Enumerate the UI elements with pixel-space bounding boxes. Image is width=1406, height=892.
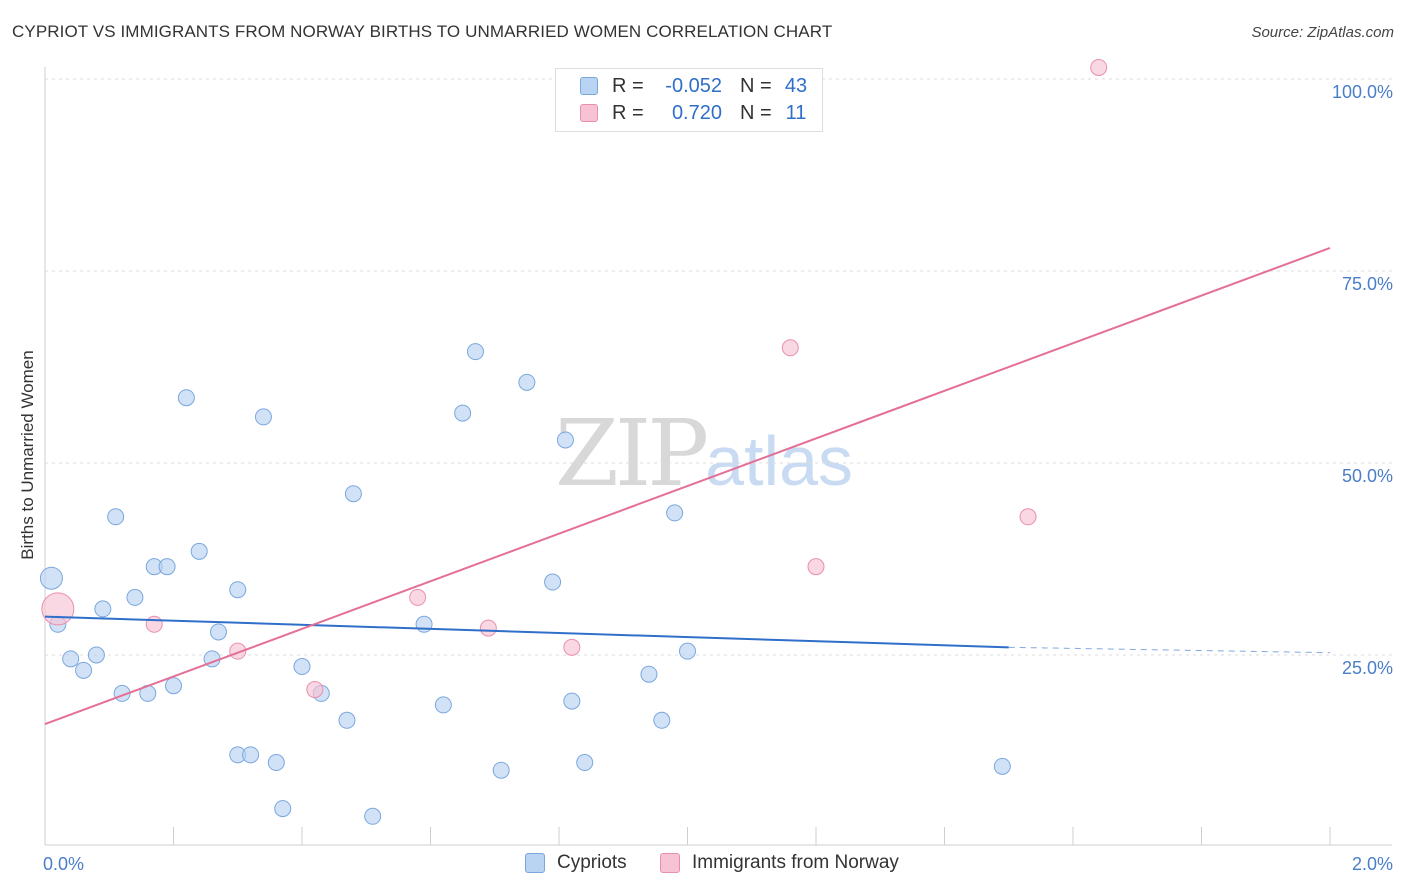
bottom-legend-cypriots: Cypriots [525, 852, 627, 874]
cypriot-point [679, 642, 696, 660]
cypriot-trend-line [44, 615, 1009, 649]
cypriot-point [190, 542, 208, 560]
cypriot-point [229, 581, 247, 599]
norway-point [807, 558, 825, 576]
cypriot-point [466, 343, 484, 361]
legend-r-value: 0.720 [671, 101, 722, 124]
norway-point [563, 638, 581, 656]
norway-point [1019, 508, 1037, 526]
legend-swatch-pink [580, 104, 598, 122]
norway-point [781, 339, 799, 357]
legend-r-label: R = [612, 101, 644, 124]
legend-swatch-blue [580, 77, 598, 95]
watermark-atlas: atlas [705, 422, 854, 500]
norway-point [1090, 58, 1108, 76]
cypriot-point [126, 588, 144, 606]
chart-title: CYPRIOT VS IMMIGRANTS FROM NORWAY BIRTHS… [12, 22, 833, 41]
bottom-legend-swatch-blue [525, 853, 545, 873]
watermark-zip: ZIP [555, 400, 709, 507]
legend-r-label: R = [612, 74, 644, 97]
cypriot-point [640, 665, 658, 683]
cypriot-point [666, 504, 684, 522]
cypriot-point [62, 650, 80, 668]
bottom-legend-swatch-pink [660, 853, 680, 873]
cypriot-point [993, 757, 1011, 775]
source-label: Source: ZipAtlas.com [1251, 24, 1394, 41]
cypriot-point [254, 408, 272, 426]
y-tick-label: 25.0% [1342, 658, 1393, 678]
bottom-legend-label-norway: Immigrants from Norway [692, 852, 899, 873]
cypriot-point [434, 696, 452, 714]
cypriot-point [158, 558, 176, 576]
legend-n-value: 43 [784, 74, 808, 97]
cypriot-point [293, 658, 311, 676]
cypriot-point [107, 508, 125, 526]
cypriot-point [653, 711, 671, 729]
cypriot-point [338, 711, 356, 729]
bottom-legend-label-cypriots: Cypriots [557, 852, 627, 873]
legend-row-cypriots: R = -0.052 N = 43 [580, 74, 816, 98]
cypriot-point [518, 373, 536, 391]
x-tick-label: 2.0% [1352, 854, 1393, 874]
legend-n-value: 11 [785, 101, 807, 124]
cypriot-point [267, 754, 285, 772]
legend-row-norway: R = 0.720 N = 11 [580, 101, 816, 125]
cypriot-point [454, 404, 472, 422]
norway-point [409, 588, 427, 606]
norway-point [306, 681, 324, 699]
cypriot-point [563, 692, 581, 710]
correlation-legend: R = -0.052 N = 43 R = 0.720 N = 11 [555, 68, 823, 132]
cypriot-point [364, 807, 382, 825]
cypriot-point [274, 800, 292, 818]
bottom-legend-norway: Immigrants from Norway [660, 852, 899, 874]
cypriot-point [344, 485, 362, 503]
legend-n-label: N = [740, 101, 772, 124]
cypriot-point [242, 746, 260, 764]
y-tick-label: 100.0% [1332, 82, 1393, 102]
norway-point [479, 619, 497, 637]
watermark: ZIPatlas [555, 400, 853, 507]
norway-point [41, 592, 75, 626]
y-tick-label: 50.0% [1342, 466, 1393, 486]
norway-trend-line [44, 247, 1331, 726]
cypriot-point [544, 573, 562, 591]
cypriot-point [87, 646, 105, 664]
norway-point [145, 615, 163, 633]
cypriot-point [94, 600, 112, 618]
y-tick-label: 75.0% [1342, 274, 1393, 294]
cypriot-point [576, 754, 594, 772]
cypriot-point [177, 389, 195, 407]
cypriot-trend-extension [1008, 646, 1331, 654]
cypriot-point [415, 615, 433, 633]
cypriot-point [75, 661, 93, 679]
x-tick-label: 0.0% [43, 854, 84, 874]
legend-n-label: N = [740, 74, 772, 97]
cypriot-point [209, 623, 227, 641]
cypriot-point [39, 566, 63, 590]
cypriot-point [556, 431, 574, 449]
legend-r-value: -0.052 [665, 74, 722, 97]
cypriot-point [165, 677, 182, 695]
cypriot-point [492, 761, 510, 779]
